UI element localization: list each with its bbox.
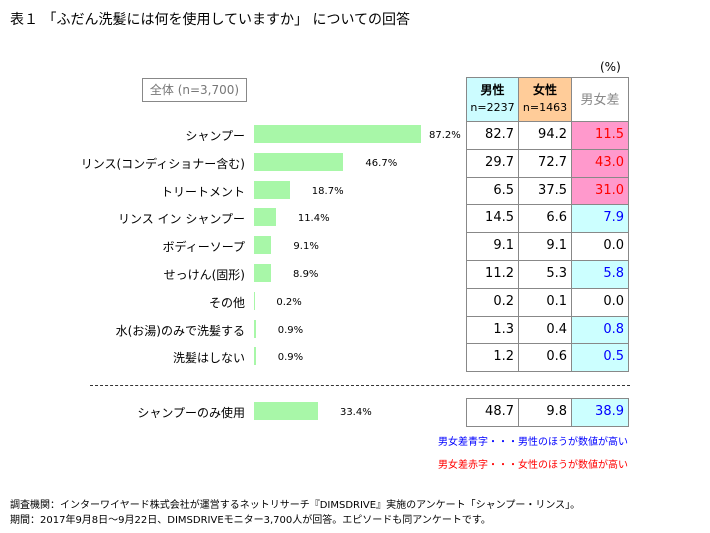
male-cell: 1.2 bbox=[466, 343, 519, 373]
diff-cell: 7.9 bbox=[571, 204, 629, 234]
male-cell: 29.7 bbox=[466, 148, 519, 178]
diff-cell: 0.5 bbox=[571, 343, 629, 373]
bar bbox=[254, 319, 256, 338]
female-cell: 6.6 bbox=[518, 204, 572, 234]
female-cell: 37.5 bbox=[518, 176, 572, 206]
category-label: シャンプーのみ使用 bbox=[137, 406, 245, 420]
category-label: せっけん(固形) bbox=[163, 268, 245, 282]
value-label: 33.4% bbox=[339, 407, 372, 418]
female-cell: 9.1 bbox=[518, 232, 572, 261]
category-label: 洗髪はしない bbox=[172, 351, 245, 366]
bar bbox=[254, 152, 344, 171]
category-label: トリートメント bbox=[160, 184, 245, 199]
male-header-label: 男性 bbox=[480, 83, 505, 97]
category-label: リンス イン シャンプー bbox=[117, 212, 245, 227]
female-n: n=1463 bbox=[522, 101, 568, 114]
female-cell: 5.3 bbox=[518, 260, 572, 289]
female-cell: 94.2 bbox=[518, 121, 572, 150]
female-cell: 0.4 bbox=[518, 315, 572, 345]
value-label: 87.2% bbox=[428, 130, 461, 141]
value-label: 0.9% bbox=[277, 352, 304, 364]
male-cell: 82.7 bbox=[466, 121, 519, 150]
male-cell: 0.2 bbox=[466, 287, 519, 317]
value-label: 11.4% bbox=[297, 213, 330, 225]
value-label: 9.1% bbox=[293, 241, 319, 253]
female-header-label: 女性 bbox=[532, 83, 557, 97]
diff-cell: 31.0 bbox=[571, 176, 629, 206]
separator bbox=[90, 385, 630, 386]
bar bbox=[254, 208, 276, 227]
chart-title: 表１ 「ふだん洗髪には何を使用していますか」 についての回答 bbox=[10, 12, 411, 28]
female-cell: 9.8 bbox=[518, 398, 572, 427]
diff-cell: 0.0 bbox=[571, 232, 629, 261]
female-cell: 72.7 bbox=[518, 148, 572, 178]
category-label: シャンプー bbox=[185, 129, 245, 143]
footer-line: 期間：2017年9月8日～9月22日、DIMSDRIVEモニター3,700人が回… bbox=[10, 515, 491, 526]
bar bbox=[254, 236, 272, 255]
female-cell: 0.6 bbox=[518, 343, 572, 373]
diff-cell: 0.0 bbox=[571, 287, 629, 317]
value-label: 46.7% bbox=[365, 157, 398, 169]
male-cell: 9.1 bbox=[466, 232, 519, 261]
diff-cell: 0.8 bbox=[571, 315, 629, 345]
diff-cell: 5.8 bbox=[571, 260, 629, 289]
female-cell: 0.1 bbox=[518, 287, 572, 317]
value-label: 8.9% bbox=[293, 269, 319, 280]
unit-label: (%) bbox=[600, 60, 621, 74]
male-cell: 11.2 bbox=[466, 260, 519, 289]
category-label: ボディーソープ bbox=[162, 240, 245, 255]
diff-cell: 11.5 bbox=[571, 121, 629, 150]
category-label: リンス(コンディショナー含む) bbox=[80, 156, 245, 171]
female-header: 女性 n=1463 bbox=[518, 77, 572, 122]
bar bbox=[254, 264, 272, 282]
value-label: 18.7% bbox=[311, 185, 344, 197]
category-label: 水(お湯)のみで洗髪する bbox=[115, 323, 245, 338]
male-cell: 6.5 bbox=[466, 176, 519, 206]
male-cell: 14.5 bbox=[466, 204, 519, 234]
note-red: 男女差赤字・・・女性のほうが数値が高い bbox=[438, 460, 628, 471]
diff-header: 男女差 bbox=[571, 77, 629, 122]
male-cell: 1.3 bbox=[466, 315, 519, 345]
category-label: その他 bbox=[208, 295, 245, 310]
value-label: 0.9% bbox=[277, 324, 304, 336]
bar bbox=[254, 125, 421, 143]
total-sample-label: 全体 (n=3,700) bbox=[142, 78, 247, 102]
bar bbox=[254, 180, 290, 199]
male-header: 男性 n=2237 bbox=[466, 77, 519, 122]
footer-line: 調査機関：インターワイヤード株式会社が運営するネットリサーチ『DIMSDRIVE… bbox=[10, 500, 581, 511]
bar bbox=[254, 347, 256, 366]
bar bbox=[254, 402, 318, 420]
note-blue: 男女差青字・・・男性のほうが数値が高い bbox=[438, 437, 628, 448]
male-n: n=2237 bbox=[470, 101, 515, 114]
male-cell: 48.7 bbox=[466, 398, 519, 427]
value-label: 0.2% bbox=[276, 296, 302, 308]
footer: 調査機関：インターワイヤード株式会社が運営するネットリサーチ『DIMSDRIVE… bbox=[10, 498, 580, 528]
diff-cell: 38.9 bbox=[571, 398, 629, 427]
diff-cell: 43.0 bbox=[571, 148, 629, 178]
